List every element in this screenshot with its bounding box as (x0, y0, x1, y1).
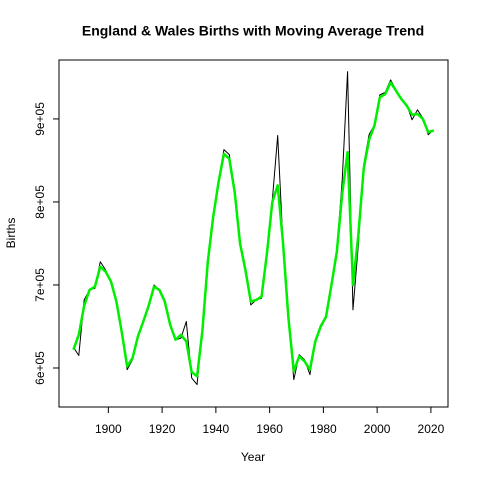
x-tick-label: 1980 (310, 422, 337, 436)
y-axis-label: Births (4, 218, 18, 249)
x-tick-label: 1920 (149, 422, 176, 436)
x-tick-label: 1900 (95, 422, 122, 436)
x-tick-label: 2000 (364, 422, 391, 436)
x-axis-label: Year (241, 450, 265, 464)
series-line (72, 71, 434, 386)
y-tick-label: 8e+05 (33, 185, 47, 219)
x-tick-label: 1960 (256, 422, 283, 436)
series-line (72, 81, 434, 378)
x-tick-label: 2020 (418, 422, 445, 436)
y-tick-label: 9e+05 (33, 102, 47, 136)
x-tick-label: 1940 (203, 422, 230, 436)
y-tick-label: 6e+05 (33, 351, 47, 385)
plot-box (58, 59, 449, 408)
chart-title: England & Wales Births with Moving Avera… (82, 23, 424, 39)
y-tick-label: 7e+05 (33, 268, 47, 302)
